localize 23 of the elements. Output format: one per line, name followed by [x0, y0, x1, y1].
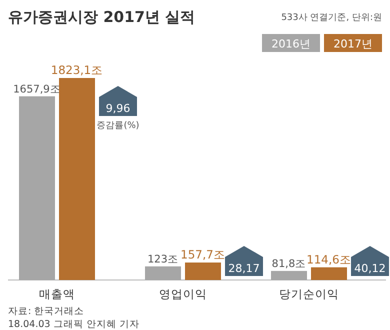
annotation: 40,12	[354, 262, 386, 275]
x-tick-label: 영업이익	[159, 287, 207, 301]
bar	[59, 78, 95, 280]
annotation: 증감률(%)	[96, 121, 140, 131]
text: 18.04.03 그래픽 안지혜 기자	[8, 319, 140, 330]
bar	[311, 267, 347, 280]
data-label: 1657,9조	[13, 83, 61, 96]
data-label: 1823,1조	[50, 63, 104, 77]
chart-title: 유가증권시장 2017년 실적	[8, 8, 196, 26]
x-tick-label: 당기순이익	[279, 287, 339, 301]
bar	[19, 96, 55, 280]
bar	[145, 266, 181, 280]
chart-subtitle: 533사 연결기준, 단위:원	[281, 13, 382, 23]
data-label: 123조	[147, 253, 179, 266]
annotation: 28,17	[228, 262, 260, 275]
data-label: 157,7조	[180, 248, 226, 262]
bar	[185, 262, 221, 280]
annotation: 9,96	[106, 102, 130, 115]
bar	[271, 270, 307, 280]
x-tick-label: 매출액	[39, 287, 75, 301]
data-label: 81,8조	[272, 258, 306, 270]
data-label: 114,6조	[306, 252, 352, 266]
text: 자료: 한국거래소	[8, 306, 84, 317]
